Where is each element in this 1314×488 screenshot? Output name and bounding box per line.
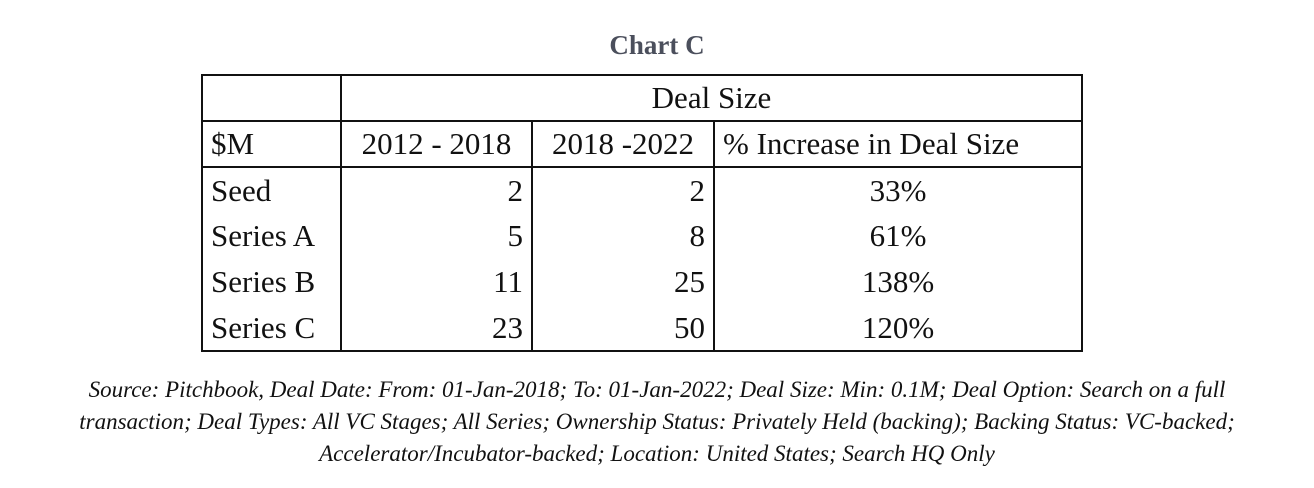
row-label: Seed	[201, 167, 342, 213]
table-row: Seed 2 2 33%	[201, 167, 1083, 213]
deal-size-table: Deal Size $M 2012 - 2018 2018 -2022 % In…	[201, 74, 1083, 352]
row-label: Series B	[201, 259, 342, 305]
row-label: Series A	[201, 213, 342, 259]
row-label: Series C	[201, 305, 342, 352]
value-2012-2018: 23	[341, 305, 533, 352]
group-header-row: Deal Size	[201, 74, 1083, 121]
source-line: transaction; Deal Types: All VC Stages; …	[79, 409, 1235, 434]
table-row: Series C 23 50 120%	[201, 305, 1083, 352]
value-pct-increase: 61%	[714, 213, 1083, 259]
source-note: Source: Pitchbook, Deal Date: From: 01-J…	[30, 374, 1284, 470]
value-2018-2022: 8	[532, 213, 715, 259]
value-2018-2022: 25	[532, 259, 715, 305]
value-2018-2022: 50	[532, 305, 715, 352]
column-header-unit: $M	[201, 120, 342, 168]
value-2012-2018: 5	[341, 213, 533, 259]
group-header-deal-size: Deal Size	[341, 74, 1083, 121]
table-row: Series B 11 25 138%	[201, 259, 1083, 305]
value-pct-increase: 33%	[714, 167, 1083, 213]
column-header-2018-2022: 2018 -2022	[532, 120, 715, 168]
column-header-2012-2018: 2012 - 2018	[341, 120, 533, 168]
source-line: Accelerator/Incubator-backed; Location: …	[319, 441, 995, 466]
value-pct-increase: 120%	[714, 305, 1083, 352]
value-2012-2018: 11	[341, 259, 533, 305]
column-header-pct-increase: % Increase in Deal Size	[714, 120, 1083, 168]
column-header-row: $M 2012 - 2018 2018 -2022 % Increase in …	[201, 120, 1083, 168]
table-row: Series A 5 8 61%	[201, 213, 1083, 259]
chart-title: Chart C	[609, 30, 705, 60]
source-line: Source: Pitchbook, Deal Date: From: 01-J…	[88, 377, 1226, 402]
value-2012-2018: 2	[341, 167, 533, 213]
empty-corner-cell	[201, 74, 342, 121]
value-2018-2022: 2	[532, 167, 715, 213]
value-pct-increase: 138%	[714, 259, 1083, 305]
